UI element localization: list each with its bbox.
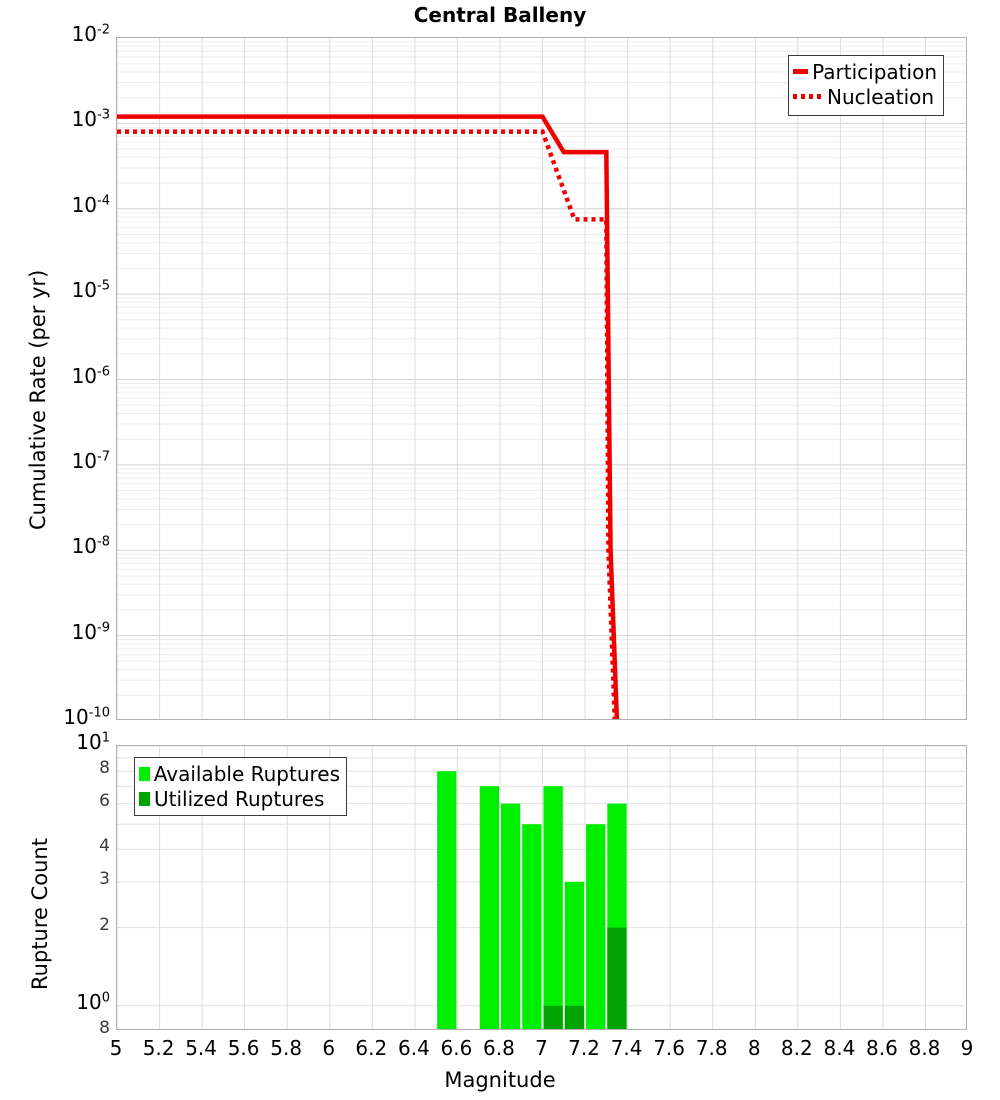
series-legend: Participation Nucleation [788,55,944,116]
top-y-axis-label: Cumulative Rate (per yr) [26,270,50,530]
legend-label-participation: Participation [812,60,937,84]
bottom-y-tick-1: 101 [34,730,110,754]
legend-item-utilized-ruptures[interactable]: Utilized Ruptures [139,786,340,811]
cumulative-rate-plot [116,37,967,720]
bottom-y-minor-tick-8-0: 8 [34,758,110,778]
bottom-y-minor-tick-3-3: 3 [34,869,110,889]
bottom-y-minor-tick-4-2: 4 [34,836,110,856]
legend-label-available: Available Ruptures [154,762,340,786]
top-y-tick--6: 10-6 [34,364,110,388]
figure-root: Central Balleny Cumulative Rate (per yr)… [0,0,1000,1100]
available-ruptures-swatch-icon [139,767,150,781]
top-y-tick--4: 10-4 [34,193,110,217]
top-y-tick--8: 10-8 [34,534,110,558]
top-y-tick--7: 10-7 [34,449,110,473]
legend-label-nucleation: Nucleation [827,85,934,109]
participation-line-swatch-icon [793,69,808,74]
top-y-tick--2: 10-2 [34,22,110,46]
rupture-legend: Available Ruptures Utilized Ruptures [134,757,347,816]
bottom-y-minor-tick-2-4: 2 [34,915,110,935]
bottom-y-minor-tick-6-1: 6 [34,791,110,811]
bottom-y-minor-tick-8-5: 8 [34,1018,110,1038]
x-axis-label: Magnitude [0,1068,1000,1092]
legend-label-utilized: Utilized Ruptures [154,787,324,811]
legend-item-available-ruptures[interactable]: Available Ruptures [139,761,340,786]
utilized-ruptures-swatch-icon [139,792,150,806]
legend-item-participation[interactable]: Participation [793,59,937,84]
page-title: Central Balleny [0,3,1000,27]
nucleation-dotted-swatch-icon [793,94,823,99]
top-y-tick--10: 10-10 [34,705,110,729]
cumulative-rate-svg [117,38,966,719]
top-y-tick--5: 10-5 [34,278,110,302]
top-y-tick--9: 10-9 [34,620,110,644]
bottom-y-tick-0: 100 [34,990,110,1014]
legend-item-nucleation[interactable]: Nucleation [793,84,937,109]
x-tick-9: 9 [937,1036,997,1060]
top-y-tick--3: 10-3 [34,107,110,131]
